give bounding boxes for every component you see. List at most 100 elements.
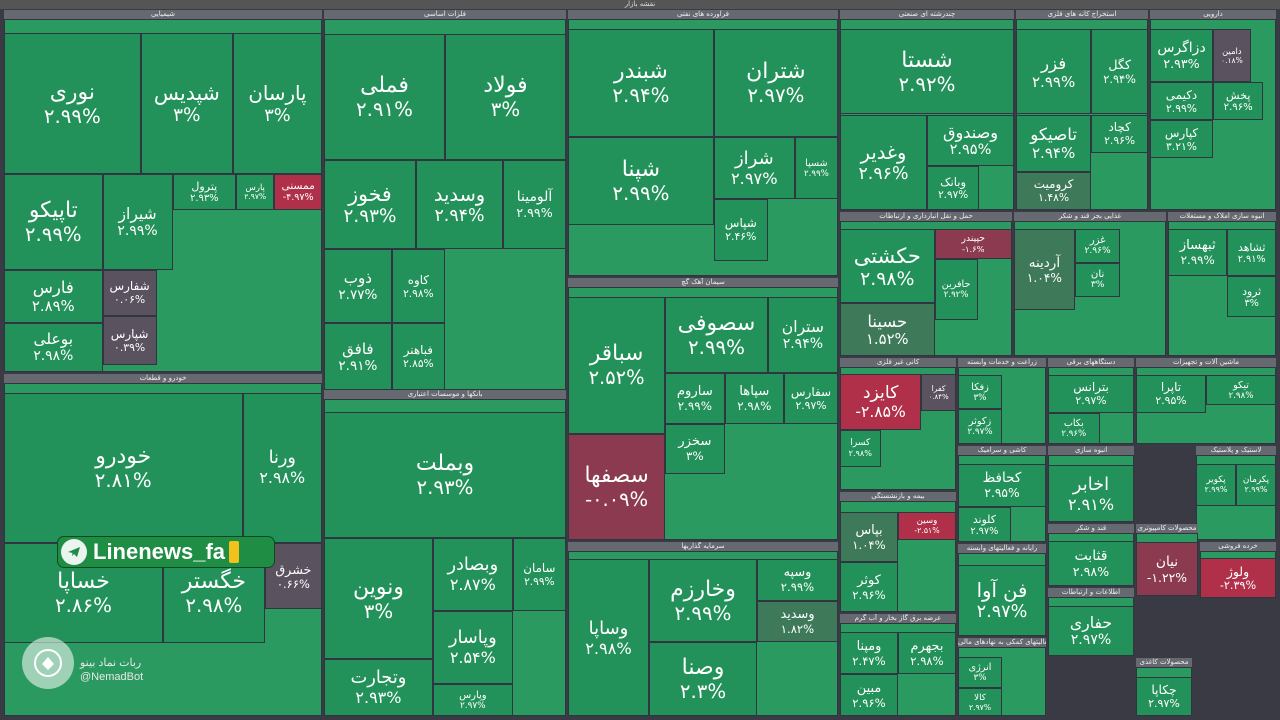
treemap-tile[interactable]: فن آوا ۲.۹۷% bbox=[958, 565, 1046, 636]
treemap-tile[interactable]: قثابت ۲.۹۸% bbox=[1048, 540, 1134, 586]
treemap-tile[interactable]: نوری ۲.۹۹% bbox=[4, 33, 141, 175]
treemap-tile[interactable]: وبانک ۲.۹۷% bbox=[927, 166, 980, 210]
treemap-tile[interactable]: کسرا ۲.۹۸% bbox=[840, 429, 881, 467]
treemap-tile[interactable]: فملی ۲.۹۱% bbox=[324, 33, 445, 160]
treemap-tile[interactable]: فباهنر ۲.۸۵% bbox=[391, 323, 445, 390]
treemap-tile[interactable]: سصفها -۰.۰۹% bbox=[568, 433, 666, 540]
treemap-tile[interactable]: انرژی ۳% bbox=[958, 657, 1002, 689]
treemap-tile[interactable]: وبصادر ۲.۸۷% bbox=[432, 538, 513, 612]
treemap-tile[interactable]: وپارس ۲.۹۷% bbox=[432, 684, 513, 716]
treemap-tile[interactable]: تاپرا ۲.۹۵% bbox=[1136, 374, 1206, 414]
treemap-tile[interactable]: حکشتی ۲.۹۸% bbox=[840, 229, 935, 304]
treemap-tile[interactable]: ولوژ -۲.۳۹% bbox=[1200, 558, 1276, 598]
treemap-tile[interactable]: آردینه ۱.۰۴% bbox=[1014, 229, 1075, 311]
treemap-tile[interactable]: بپاس ۱.۰۴% bbox=[840, 512, 898, 563]
treemap-tile[interactable]: زفکا ۳% bbox=[958, 374, 1002, 410]
treemap-tile[interactable]: اخابر ۲.۹۱% bbox=[1048, 465, 1134, 522]
treemap-tile[interactable]: ونوین ۳% bbox=[324, 538, 433, 659]
treemap-tile[interactable]: خشرق ۰.۶۶% bbox=[264, 542, 322, 610]
treemap-tile[interactable]: فولاد ۳% bbox=[445, 33, 566, 160]
treemap-tile[interactable]: شپارس ۰.۳۹% bbox=[102, 315, 157, 365]
treemap-tile[interactable]: ساروم ۲.۹۹% bbox=[665, 373, 725, 424]
treemap-tile[interactable]: شپدیس ۳% bbox=[140, 33, 233, 175]
treemap-tile[interactable]: کفرا ۰.۸۴% bbox=[921, 374, 956, 412]
treemap-tile[interactable]: بجهرم ۲.۹۸% bbox=[898, 632, 956, 675]
treemap-tile[interactable]: دکیمی ۲.۹۹% bbox=[1150, 82, 1213, 121]
treemap-tile[interactable]: کالا ۲.۹۷% bbox=[958, 688, 1002, 716]
treemap-tile[interactable]: کپارس ۳.۲۱% bbox=[1150, 120, 1213, 159]
treemap-tile[interactable]: وسپه ۲.۹۹% bbox=[757, 559, 838, 601]
treemap-tile[interactable]: وبملت ۲.۹۳% bbox=[324, 411, 566, 539]
treemap-tile[interactable]: ثبهساز ۲.۹۹% bbox=[1168, 229, 1228, 277]
treemap-tile[interactable]: پارسان ۳% bbox=[232, 33, 322, 175]
treemap-tile[interactable]: شسپا ۲.۹۹% bbox=[794, 137, 838, 199]
treemap-tile[interactable]: کاوه ۲.۹۸% bbox=[391, 249, 445, 324]
treemap-tile[interactable]: نیان -۱.۲۲% bbox=[1136, 542, 1198, 596]
treemap-tile[interactable]: سصوفی ۲.۹۹% bbox=[665, 297, 768, 373]
treemap-tile[interactable]: شستا ۲.۹۲% bbox=[840, 28, 1014, 115]
treemap-tile[interactable]: زکوثر ۲.۹۷% bbox=[958, 409, 1002, 444]
treemap-tile[interactable]: دزاگرس ۲.۹۳% bbox=[1150, 28, 1213, 83]
treemap-tile[interactable]: شپنا ۲.۹۹% bbox=[568, 137, 714, 225]
treemap-tile[interactable]: تیکو ۲.۹۸% bbox=[1206, 374, 1276, 406]
treemap-tile[interactable]: حپیندر -۱.۶% bbox=[934, 229, 1012, 259]
treemap-tile[interactable]: دامین ۰.۱۸% bbox=[1213, 28, 1251, 83]
treemap-tile[interactable]: ذوب ۲.۷۷% bbox=[324, 249, 392, 324]
treemap-tile[interactable]: وخارزم ۲.۹۹% bbox=[649, 559, 757, 642]
treemap-tile[interactable]: حسینا ۱.۵۲% bbox=[840, 303, 935, 356]
treemap-tile[interactable]: کلوند ۲.۹۷% bbox=[958, 507, 1011, 542]
treemap-tile[interactable]: شپاس ۲.۴۶% bbox=[713, 198, 768, 261]
treemap-tile[interactable]: ستران ۲.۹۴% bbox=[767, 297, 838, 373]
treemap-tile[interactable]: کحافظ ۲.۹۵% bbox=[958, 463, 1046, 508]
treemap-tile[interactable]: ثرود ۳% bbox=[1227, 276, 1276, 317]
treemap-tile[interactable]: چکاپا ۲.۹۷% bbox=[1136, 676, 1192, 716]
treemap-tile[interactable]: سامان ۲.۹۹% bbox=[512, 538, 566, 612]
treemap-tile[interactable]: پارس ۲.۹۷% bbox=[236, 174, 275, 210]
treemap-tile[interactable]: پکویر ۲.۹۹% bbox=[1196, 463, 1236, 506]
treemap-tile[interactable]: غزر ۲.۹۶% bbox=[1074, 229, 1121, 263]
treemap-tile[interactable]: فزر ۲.۹۹% bbox=[1016, 28, 1092, 115]
treemap-tile[interactable]: بوعلی ۲.۹۸% bbox=[4, 322, 103, 372]
treemap-tile[interactable]: ممسنی -۴.۹۷% bbox=[274, 174, 322, 210]
treemap-tile[interactable]: ومپنا ۲.۴۷% bbox=[840, 632, 898, 675]
treemap-tile[interactable]: پترول ۲.۹۳% bbox=[172, 174, 237, 210]
treemap-tile[interactable]: شبندر ۲.۹۴% bbox=[568, 29, 714, 138]
treemap-tile[interactable]: کایزد -۲.۸۵% bbox=[840, 374, 922, 430]
treemap-tile[interactable]: فارس ۲.۸۹% bbox=[4, 269, 103, 323]
treemap-tile[interactable]: شتران ۲.۹۷% bbox=[713, 29, 838, 138]
treemap-tile[interactable]: وسدید ۲.۹۴% bbox=[415, 159, 504, 249]
treemap-tile[interactable]: شفارس ۰.۰۶% bbox=[102, 269, 157, 316]
treemap-tile[interactable]: سفارس ۲.۹۷% bbox=[784, 373, 838, 424]
treemap-tile[interactable]: ورنا ۲.۹۸% bbox=[242, 392, 322, 543]
treemap-tile[interactable]: فافق ۲.۹۱% bbox=[324, 323, 392, 390]
treemap-tile[interactable]: شراز ۲.۹۷% bbox=[713, 137, 795, 199]
treemap-tile[interactable]: وسدید ۱.۸۲% bbox=[757, 600, 838, 642]
treemap-tile[interactable]: سپاها ۲.۹۸% bbox=[724, 373, 784, 424]
treemap-tile[interactable]: پکرمان ۲.۹۹% bbox=[1236, 463, 1276, 506]
treemap-tile[interactable]: وساپا ۲.۹۸% bbox=[568, 559, 649, 716]
treemap-tile[interactable]: وتجارت ۲.۹۳% bbox=[324, 658, 433, 716]
treemap-tile[interactable]: آلومینا ۲.۹۹% bbox=[503, 159, 566, 249]
treemap-tile[interactable]: سخزر ۳% bbox=[665, 423, 725, 475]
treemap-tile[interactable]: فخوز ۲.۹۳% bbox=[324, 159, 416, 249]
treemap-tile[interactable]: کوثر ۲.۹۶% bbox=[840, 562, 898, 612]
treemap-tile[interactable]: وغدیر ۲.۹۶% bbox=[840, 114, 927, 210]
treemap-tile[interactable]: نان ۳% bbox=[1074, 262, 1121, 297]
treemap-tile[interactable]: کچاد ۲.۹۶% bbox=[1091, 114, 1148, 153]
treemap-tile[interactable]: پخش ۲.۹۶% bbox=[1213, 82, 1264, 121]
treemap-tile[interactable]: وپاسار ۲.۵۴% bbox=[432, 611, 513, 685]
treemap-tile[interactable]: سباقر ۲.۵۲% bbox=[568, 297, 666, 434]
treemap-tile[interactable]: تاپیکو ۲.۹۹% bbox=[4, 174, 103, 270]
treemap-tile[interactable]: بکاب ۲.۹۶% bbox=[1048, 413, 1100, 444]
treemap-tile[interactable]: حافرین ۲.۹۲% bbox=[934, 258, 978, 320]
treemap-tile[interactable]: خودرو ۲.۸۱% bbox=[4, 392, 243, 543]
treemap-tile[interactable]: بترانس ۲.۹۷% bbox=[1048, 374, 1134, 414]
treemap-tile[interactable]: وصنا ۲.۳% bbox=[649, 641, 757, 716]
treemap-tile[interactable]: کگل ۲.۹۴% bbox=[1091, 28, 1148, 115]
treemap-tile[interactable]: حفاری ۲.۹۷% bbox=[1048, 605, 1134, 656]
treemap-tile[interactable]: ثشاهد ۲.۹۱% bbox=[1227, 229, 1276, 277]
treemap-tile[interactable]: کرومیت ۱.۴۸% bbox=[1016, 171, 1092, 210]
treemap-tile[interactable]: وسین -۲.۵۱% bbox=[898, 512, 956, 540]
treemap-tile[interactable]: شیراز ۲.۹۹% bbox=[102, 174, 173, 270]
treemap-tile[interactable]: تاصیکو ۲.۹۴% bbox=[1016, 114, 1092, 172]
